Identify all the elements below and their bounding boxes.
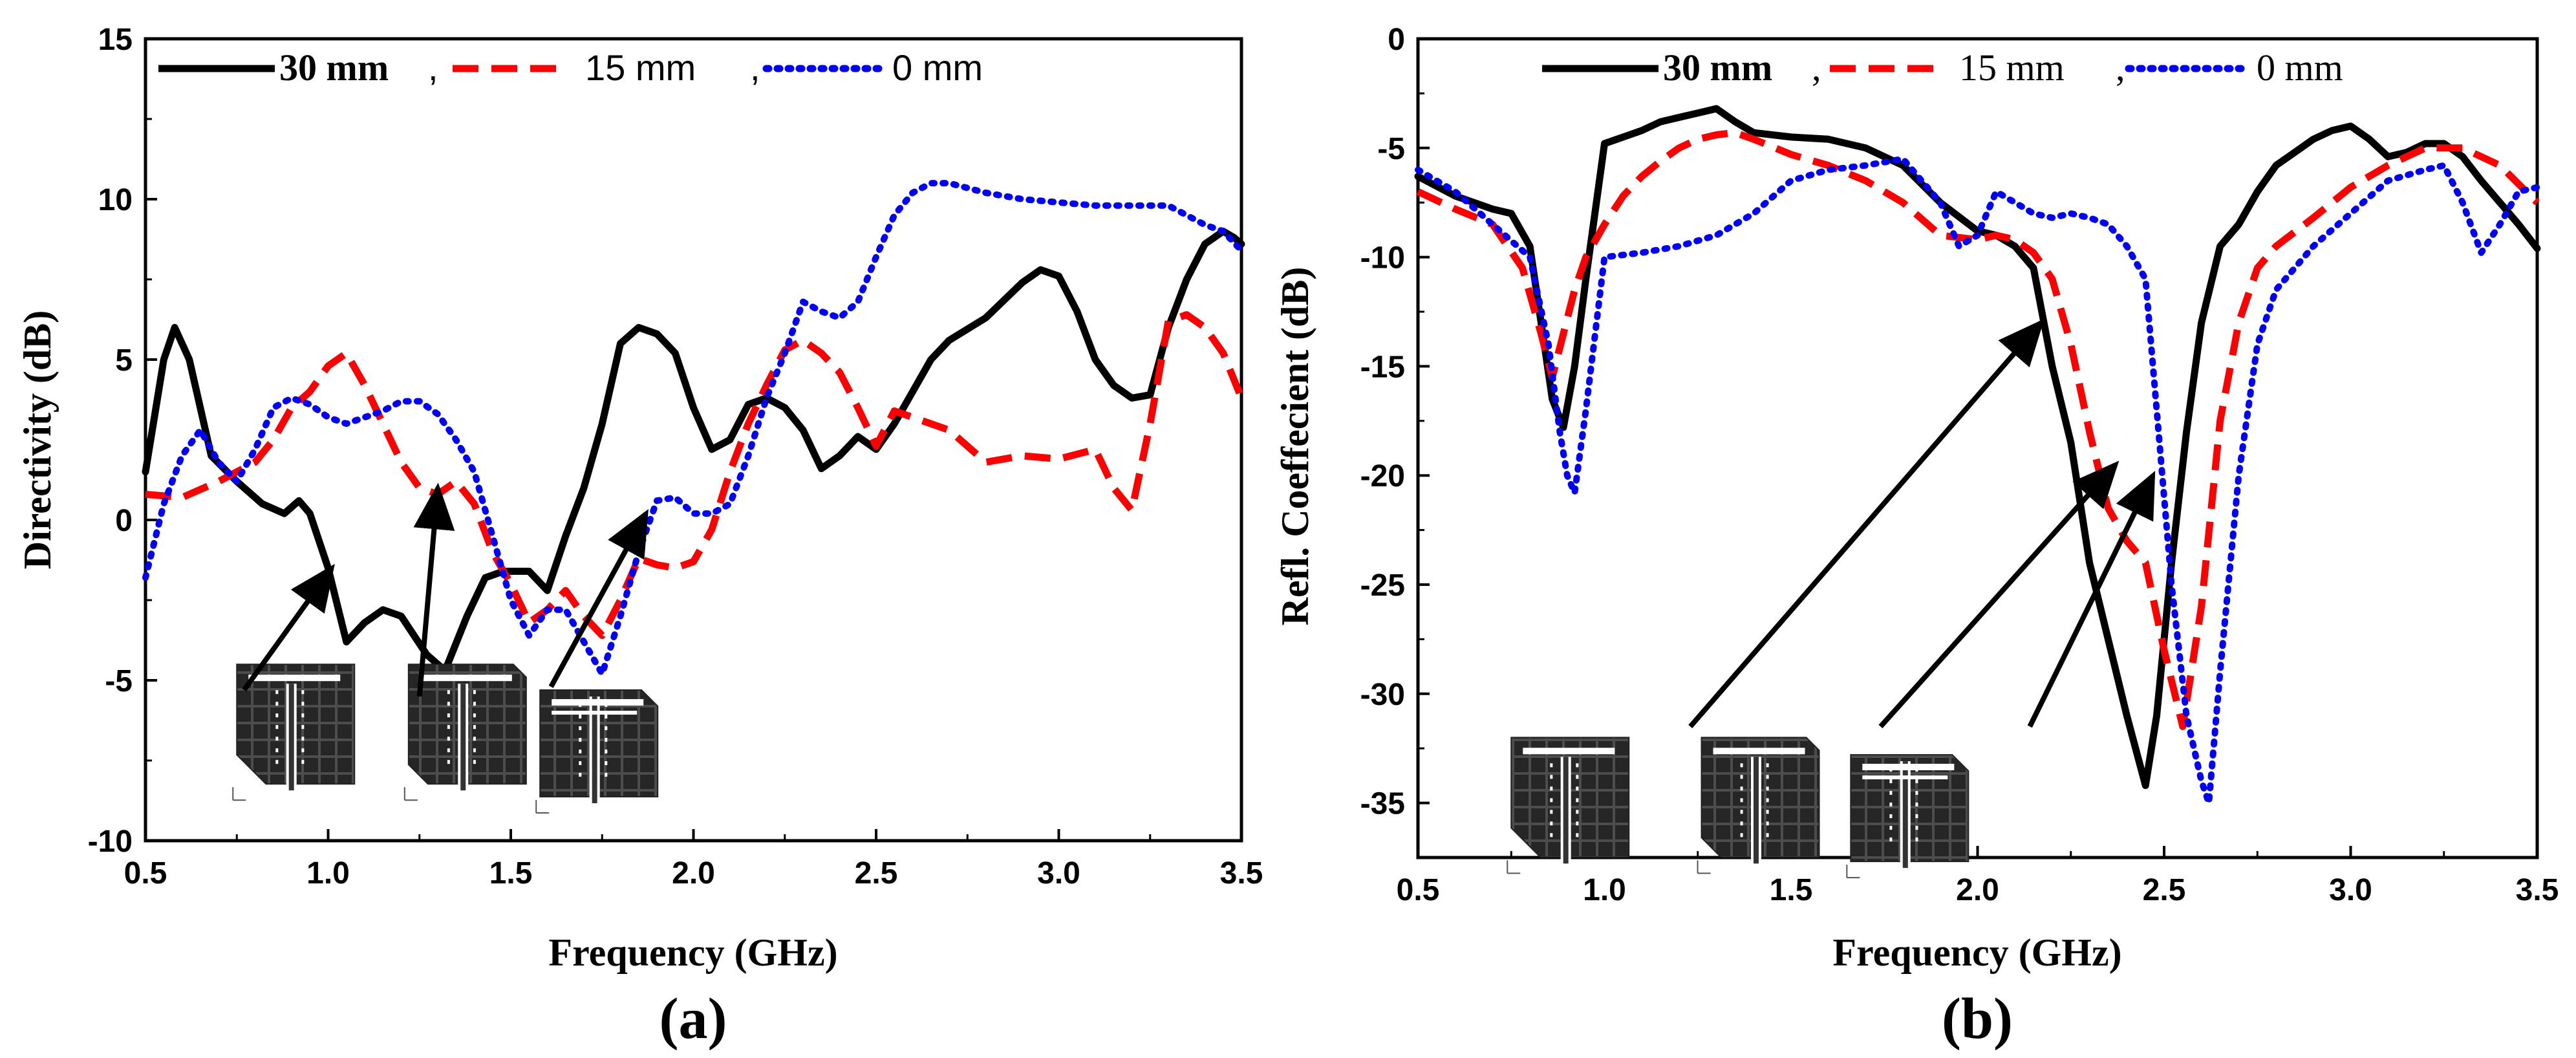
legend-sep-b-15mm: , xyxy=(2116,47,2125,89)
plot-frame-b xyxy=(1416,37,2539,859)
y-tick-label: -35 xyxy=(1360,787,1405,821)
x-tick-label: 2.5 xyxy=(2143,873,2186,907)
x-tick-label: 1.5 xyxy=(489,856,533,891)
y-axis-label-b: Refl. Coeffecient (dB) xyxy=(1274,267,1316,626)
antenna-30mm-thumbnail xyxy=(232,664,356,801)
legend-b: 30 mm , 15 mm , 0 mm xyxy=(1542,47,2343,89)
legend-sep-b-30mm: , xyxy=(1812,47,1821,89)
antenna-0mm-thumbnail xyxy=(535,689,659,814)
antenna-15mm-thumbnail xyxy=(1697,737,1820,874)
x-tick-label: 1.5 xyxy=(1770,873,1813,907)
x-tick-label: 3.5 xyxy=(2516,873,2559,907)
y-tick-label: -20 xyxy=(1360,459,1405,493)
annotation-arrow xyxy=(2027,471,2156,728)
legend-label-a-0mm: 0 mm xyxy=(892,47,983,88)
y-tick-label: 0 xyxy=(1388,23,1405,57)
series-line-30mm xyxy=(142,228,1245,675)
antenna-15mm-thumbnail xyxy=(403,664,527,801)
legend-label-a-30mm: 30 mm xyxy=(279,47,389,89)
x-tick-label: 1.0 xyxy=(306,856,350,891)
x-tick-label: 2.0 xyxy=(672,856,715,891)
legend-label-b-30mm: 30 mm xyxy=(1663,47,1772,89)
y-axis-label-a: Directivity (dB) xyxy=(16,310,59,569)
annotation-arrow xyxy=(1688,318,2045,729)
legend-sep-a-15mm: , xyxy=(750,47,760,88)
antenna-0mm-thumbnail xyxy=(1846,754,1970,879)
annotation-arrow xyxy=(413,482,455,697)
x-tick-label: 0.5 xyxy=(124,856,167,891)
antenna-30mm-thumbnail xyxy=(1507,737,1630,874)
series-line-0mm xyxy=(1415,155,2540,806)
y-tick-label: -25 xyxy=(1360,568,1405,603)
y-tick-label: -30 xyxy=(1360,678,1405,712)
panel-a-directivity: 0.5 1.0 1.5 2.0 2.5 3.0 3.5 -10 -5 0 5 10 15 Directi… xyxy=(16,23,1263,1051)
legend-label-a-15mm: 15 mm xyxy=(585,47,696,88)
annotation-arrow xyxy=(548,509,649,688)
x-tick-label: 3.0 xyxy=(1037,856,1080,891)
x-tick-label: 0.5 xyxy=(1397,873,1440,907)
y-tick-label: 10 xyxy=(98,183,133,217)
annotation-arrow xyxy=(242,563,335,692)
panel-label-a: (a) xyxy=(660,987,727,1051)
legend-a: 30 mm , 15 mm , 0 mm xyxy=(158,47,983,89)
y-tick-label: -10 xyxy=(88,825,133,859)
x-tick-label: 3.0 xyxy=(2329,873,2372,907)
y-tick-label: -5 xyxy=(105,664,133,698)
panel-label-b: (b) xyxy=(1942,987,2013,1051)
y-tick-label: 0 xyxy=(115,504,133,538)
panel-b-reflection-coefficient: 0.5 1.0 1.5 2.0 2.5 3.0 3.5 -35 -30 -25 -20 -15 -10 -… xyxy=(1274,23,2559,1051)
x-axis-label-a: Frequency (GHz) xyxy=(548,931,837,974)
series-line-15mm xyxy=(1416,129,2540,730)
x-axis-label-b: Frequency (GHz) xyxy=(1832,931,2121,974)
y-tick-label: -10 xyxy=(1360,241,1405,275)
legend-label-b-0mm: 0 mm xyxy=(2257,47,2343,89)
series-line-15mm xyxy=(145,311,1245,640)
legend-label-b-15mm: 15 mm xyxy=(1959,47,2065,89)
x-tick-label: 2.5 xyxy=(855,856,898,891)
x-tick-label: 2.0 xyxy=(1956,873,1999,907)
annotation-arrow xyxy=(1878,460,2120,729)
y-tick-label: -15 xyxy=(1360,350,1405,384)
legend-sep-a-30mm: , xyxy=(428,47,438,88)
x-tick-label: 3.5 xyxy=(1220,856,1263,891)
y-tick-label: 15 xyxy=(98,23,133,57)
y-tick-label: -5 xyxy=(1377,132,1405,166)
series-line-30mm xyxy=(1414,105,2541,790)
x-tick-label: 1.0 xyxy=(1583,873,1626,907)
y-tick-label: 5 xyxy=(115,343,133,378)
